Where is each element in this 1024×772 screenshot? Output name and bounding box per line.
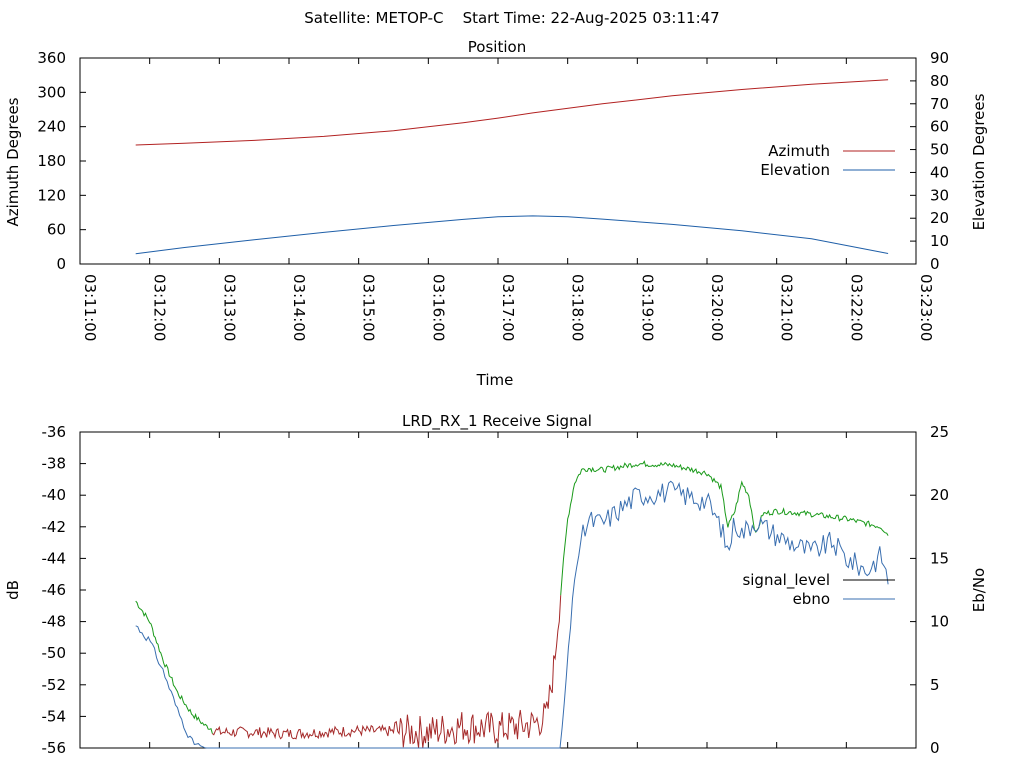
signal-level-line-noise bbox=[212, 595, 562, 749]
time-tick-label: 03:15:00 bbox=[360, 274, 378, 341]
legend-label-elevation: Elevation bbox=[760, 161, 830, 179]
db-tick-label: -50 bbox=[42, 644, 67, 662]
time-tick-label: 03:20:00 bbox=[708, 274, 726, 341]
db-tick-label: -52 bbox=[42, 676, 67, 694]
elevation-tick-label: 10 bbox=[930, 232, 949, 250]
azimuth-tick-label: 360 bbox=[37, 49, 66, 67]
azimuth-line bbox=[135, 79, 889, 146]
time-tick-label: 03:13:00 bbox=[220, 274, 238, 341]
elevation-axis-label: Elevation Degrees bbox=[970, 93, 988, 230]
receive-axes: -56 -54 -52 -50 -48 -46 -44 -42 -40 -38 -36 0 5 10 15 2… bbox=[42, 423, 950, 757]
elevation-tick-label: 0 bbox=[930, 255, 940, 273]
time-tick-label: 03:17:00 bbox=[499, 274, 517, 341]
db-tick-label: -56 bbox=[42, 739, 67, 757]
ebno-tick-label: 5 bbox=[930, 676, 940, 694]
db-tick-label: -46 bbox=[42, 581, 67, 599]
ebno-tick-label: 10 bbox=[930, 613, 949, 631]
position-chart-title: Position bbox=[468, 38, 526, 56]
ebno-tick-label: 15 bbox=[930, 549, 949, 567]
position-x-axis-label: Time bbox=[476, 371, 514, 389]
receive-legend: signal_level ebno bbox=[742, 571, 895, 608]
time-tick-label: 03:22:00 bbox=[847, 274, 865, 341]
azimuth-axis-label: Azimuth Degrees bbox=[4, 97, 22, 226]
elevation-tick-label: 20 bbox=[930, 209, 949, 227]
elevation-tick-label: 60 bbox=[930, 118, 949, 136]
receive-plot-frame bbox=[79, 431, 917, 749]
db-tick-label: -54 bbox=[42, 707, 67, 725]
elevation-line bbox=[135, 215, 889, 255]
position-series bbox=[135, 79, 889, 255]
receive-signal-chart-title: LRD_RX_1 Receive Signal bbox=[402, 412, 592, 431]
db-tick-label: -36 bbox=[42, 423, 67, 441]
db-tick-label: -40 bbox=[42, 486, 67, 504]
time-tick-label: 03:14:00 bbox=[290, 274, 308, 341]
ebno-tick-label: 0 bbox=[930, 739, 940, 757]
time-tick-label: 03:23:00 bbox=[917, 274, 935, 341]
elevation-tick-label: 30 bbox=[930, 186, 949, 204]
db-axis-label: dB bbox=[4, 580, 22, 600]
azimuth-tick-label: 120 bbox=[37, 186, 66, 204]
elevation-tick-label: 50 bbox=[930, 141, 949, 159]
azimuth-tick-label: 240 bbox=[37, 118, 66, 136]
elevation-tick-label: 70 bbox=[930, 95, 949, 113]
receive-series bbox=[135, 460, 889, 749]
ebno-axis-label: Eb/No bbox=[970, 568, 988, 612]
legend-label-ebno: ebno bbox=[793, 590, 830, 608]
time-tick-label: 03:16:00 bbox=[429, 274, 447, 341]
time-tick-label: 03:19:00 bbox=[638, 274, 656, 341]
db-tick-label: -44 bbox=[42, 549, 67, 567]
time-tick-label: 03:21:00 bbox=[778, 274, 796, 341]
receive-signal-chart: LRD_RX_1 Receive Signal -56-54-52-50-48-… bbox=[4, 412, 988, 757]
position-axes: 0 60 120 180 240 300 360 0 10 20 30 40 50 60 70 80 90 03:… bbox=[37, 49, 949, 341]
signal-level-line bbox=[560, 460, 889, 596]
time-tick-label: 03:11:00 bbox=[81, 274, 99, 341]
legend-label-signal-level: signal_level bbox=[742, 571, 830, 590]
ebno-tick-label: 20 bbox=[930, 486, 949, 504]
elevation-tick-label: 40 bbox=[930, 163, 949, 181]
position-legend: Azimuth Elevation bbox=[760, 142, 895, 179]
signal-level-line-early bbox=[135, 600, 213, 734]
time-tick-label: 03:12:00 bbox=[151, 274, 169, 341]
ebno-tick-label: 25 bbox=[930, 423, 949, 441]
db-tick-label: -38 bbox=[42, 455, 67, 473]
elevation-tick-label: 80 bbox=[930, 72, 949, 90]
elevation-tick-label: 90 bbox=[930, 49, 949, 67]
ebno-line bbox=[135, 480, 889, 749]
azimuth-tick-label: 60 bbox=[47, 221, 66, 239]
azimuth-tick-label: 300 bbox=[37, 83, 66, 101]
azimuth-tick-label: 0 bbox=[56, 255, 66, 273]
db-tick-label: -48 bbox=[42, 613, 67, 631]
figure-title: Satellite: METOP-C Start Time: 22-Aug-20… bbox=[304, 9, 719, 27]
position-chart: Position 0 60 120 180 240 300 360 0 10 20 30 40 50 60… bbox=[4, 38, 988, 389]
time-tick-label: 03:18:00 bbox=[569, 274, 587, 341]
legend-label-azimuth: Azimuth bbox=[768, 142, 830, 160]
db-tick-label: -42 bbox=[42, 518, 67, 536]
azimuth-tick-label: 180 bbox=[37, 152, 66, 170]
